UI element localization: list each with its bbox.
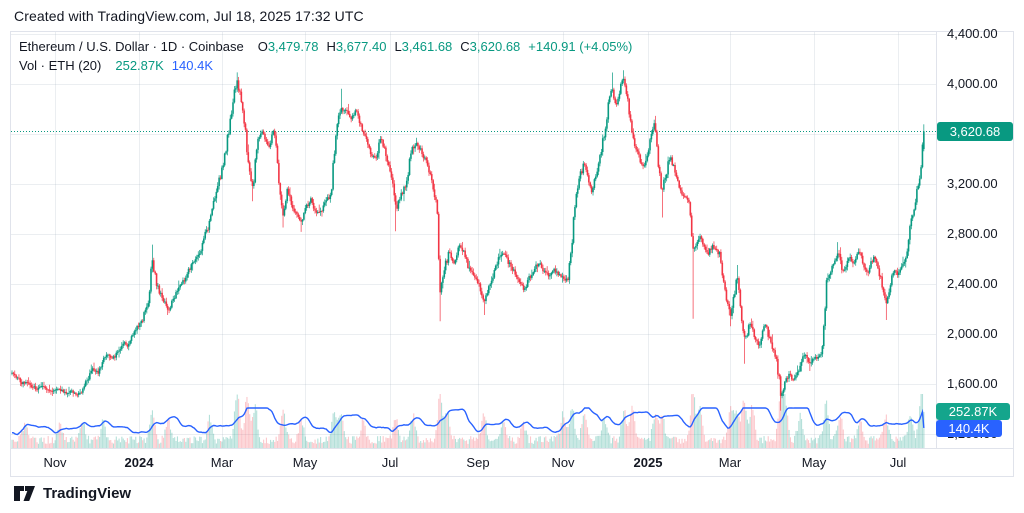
ohlc-open-value: 3,479.78 — [267, 39, 319, 54]
last-price-badge: 3,620.68 — [937, 122, 1013, 141]
price-axis-label: 2,400.00 — [947, 276, 998, 291]
legend-change-value: +140.91 (+4.05%) — [528, 39, 633, 54]
ohlc-high-label: H — [326, 39, 336, 54]
price-axis-label: 1,600.00 — [947, 376, 998, 391]
ohlc-high-value: 3,677.40 — [335, 39, 387, 54]
ohlc-close-value: 3,620.68 — [469, 39, 521, 54]
time-axis-label: Nov — [551, 455, 575, 470]
price-axis-label: 2,000.00 — [947, 326, 998, 341]
time-axis-label: Mar — [718, 455, 742, 470]
ohlc-low-label: L — [394, 39, 402, 54]
attribution-text: Created with TradingView.com, Jul 18, 20… — [14, 8, 364, 24]
chart-panel: Ethereum / U.S. Dollar · 1D · Coinbase O… — [10, 26, 1014, 477]
time-axis-label: 2025 — [633, 455, 663, 470]
time-axis-label: 2024 — [124, 455, 154, 470]
time-axis-label: Jul — [381, 455, 399, 470]
price-axis-label: 3,200.00 — [947, 176, 998, 191]
ohlc-close-label: C — [460, 39, 470, 54]
chart-legend: Ethereum / U.S. Dollar · 1D · Coinbase O… — [19, 37, 632, 75]
volume-ma-value: 140.4K — [171, 58, 213, 73]
time-axis-label: May — [801, 455, 827, 470]
volume-ma-badge: 140.4K — [936, 420, 1002, 437]
legend-series-title: Ethereum / U.S. Dollar · 1D · Coinbase — [19, 39, 244, 54]
legend-volume-row: Vol · ETH (20) 252.87K 140.4K — [19, 56, 632, 75]
time-axis-label: May — [292, 455, 318, 470]
tradingview-logo-text: TradingView — [43, 485, 132, 502]
price-axis-label: 2,800.00 — [947, 226, 998, 241]
price-axis-label: 4,400.00 — [947, 26, 998, 41]
chart-plot-area[interactable]: Ethereum / U.S. Dollar · 1D · Coinbase O… — [11, 32, 936, 448]
time-axis-label: Nov — [43, 455, 67, 470]
time-axis-label: Sep — [466, 455, 490, 470]
price-axis[interactable]: 4,400.00 4,000.00 3,200.00 2,800.00 2,400.00… — [936, 26, 1014, 448]
time-axis[interactable]: Nov 2024 Mar May Jul Sep Nov 2025 Mar May Jul — [11, 448, 1013, 476]
volume-current-value: 252.87K — [115, 58, 164, 73]
volume-indicator-label: Vol · ETH (20) — [19, 58, 102, 73]
volume-badge: 252.87K — [936, 403, 1010, 420]
price-axis-label: 4,000.00 — [947, 76, 998, 91]
tradingview-logo[interactable]: TradingView — [14, 485, 131, 502]
price-chart-canvas[interactable] — [11, 32, 936, 448]
time-axis-label: Jul — [889, 455, 907, 470]
tradingview-logo-icon — [14, 486, 35, 501]
ohlc-open-label: O — [257, 39, 268, 54]
legend-symbol-row: Ethereum / U.S. Dollar · 1D · Coinbase O… — [19, 37, 632, 56]
time-axis-label: Mar — [210, 455, 234, 470]
ohlc-low-value: 3,461.68 — [401, 39, 453, 54]
